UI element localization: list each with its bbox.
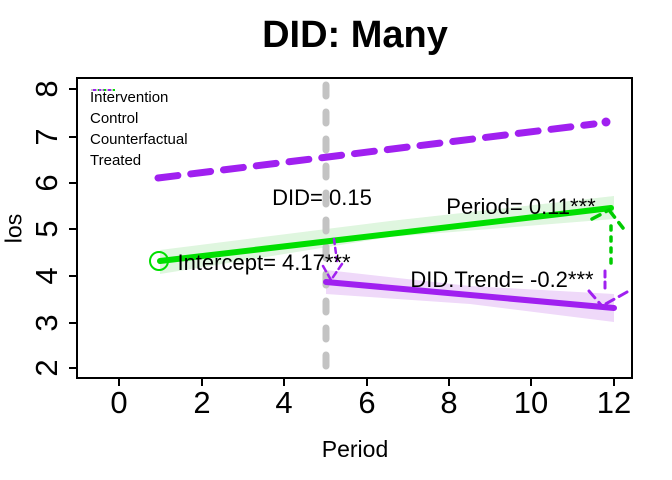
legend-item-treated: Treated bbox=[90, 89, 188, 170]
y-tick-7: 7 bbox=[29, 128, 64, 146]
legend-label: Control bbox=[90, 109, 139, 127]
x-tick-2: 2 bbox=[193, 385, 211, 420]
y-tick-5: 5 bbox=[29, 220, 64, 238]
treated-line-sample-icon bbox=[91, 89, 115, 91]
control-line bbox=[157, 205, 614, 264]
x-tick-10: 10 bbox=[513, 385, 549, 420]
did-arrow-mid-head bbox=[321, 262, 344, 282]
y-tick-2: 2 bbox=[29, 359, 64, 377]
counterfactual-line bbox=[154, 120, 598, 182]
annotation-did: DID= 0.15 bbox=[272, 185, 372, 210]
counterfactual-endpoint bbox=[601, 117, 611, 127]
axis-ticks bbox=[69, 88, 615, 386]
purple-arrow-head bbox=[587, 289, 629, 308]
x-tick-6: 6 bbox=[358, 385, 376, 420]
legend-item-counterfactual: Counterfactual bbox=[90, 89, 188, 149]
x-tick-8: 8 bbox=[440, 385, 458, 420]
x-tick-4: 4 bbox=[275, 385, 293, 420]
y-axis-label: los bbox=[0, 213, 27, 244]
legend-label: Treated bbox=[90, 151, 142, 169]
green-arrow-head bbox=[590, 208, 625, 230]
did-arrow-mid-tail bbox=[332, 237, 339, 263]
x-tick-12: 12 bbox=[596, 385, 632, 420]
intercept-marker bbox=[149, 251, 169, 271]
y-tick-4: 4 bbox=[29, 267, 64, 285]
x-tick-0: 0 bbox=[110, 385, 128, 420]
plot-title: DID: Many bbox=[262, 14, 448, 56]
legend-label: Counterfactual bbox=[90, 130, 188, 148]
annotation-intercept: Intercept= 4.17*** bbox=[177, 250, 351, 275]
x-axis-label: Period bbox=[321, 436, 389, 462]
annotation-period: Period= 0.11*** bbox=[446, 194, 596, 219]
intervention-line bbox=[323, 279, 617, 311]
legend-item-control: Control bbox=[90, 89, 188, 128]
annotation-did-trend: DID.Trend= -0.2*** bbox=[410, 267, 594, 292]
y-tick-8: 8 bbox=[29, 80, 64, 98]
legend: Intervention Control Counterfactual Trea… bbox=[90, 87, 188, 170]
y-tick-3: 3 bbox=[29, 314, 64, 332]
legend-label: Intervention bbox=[90, 88, 169, 106]
y-tick-6: 6 bbox=[29, 174, 64, 192]
